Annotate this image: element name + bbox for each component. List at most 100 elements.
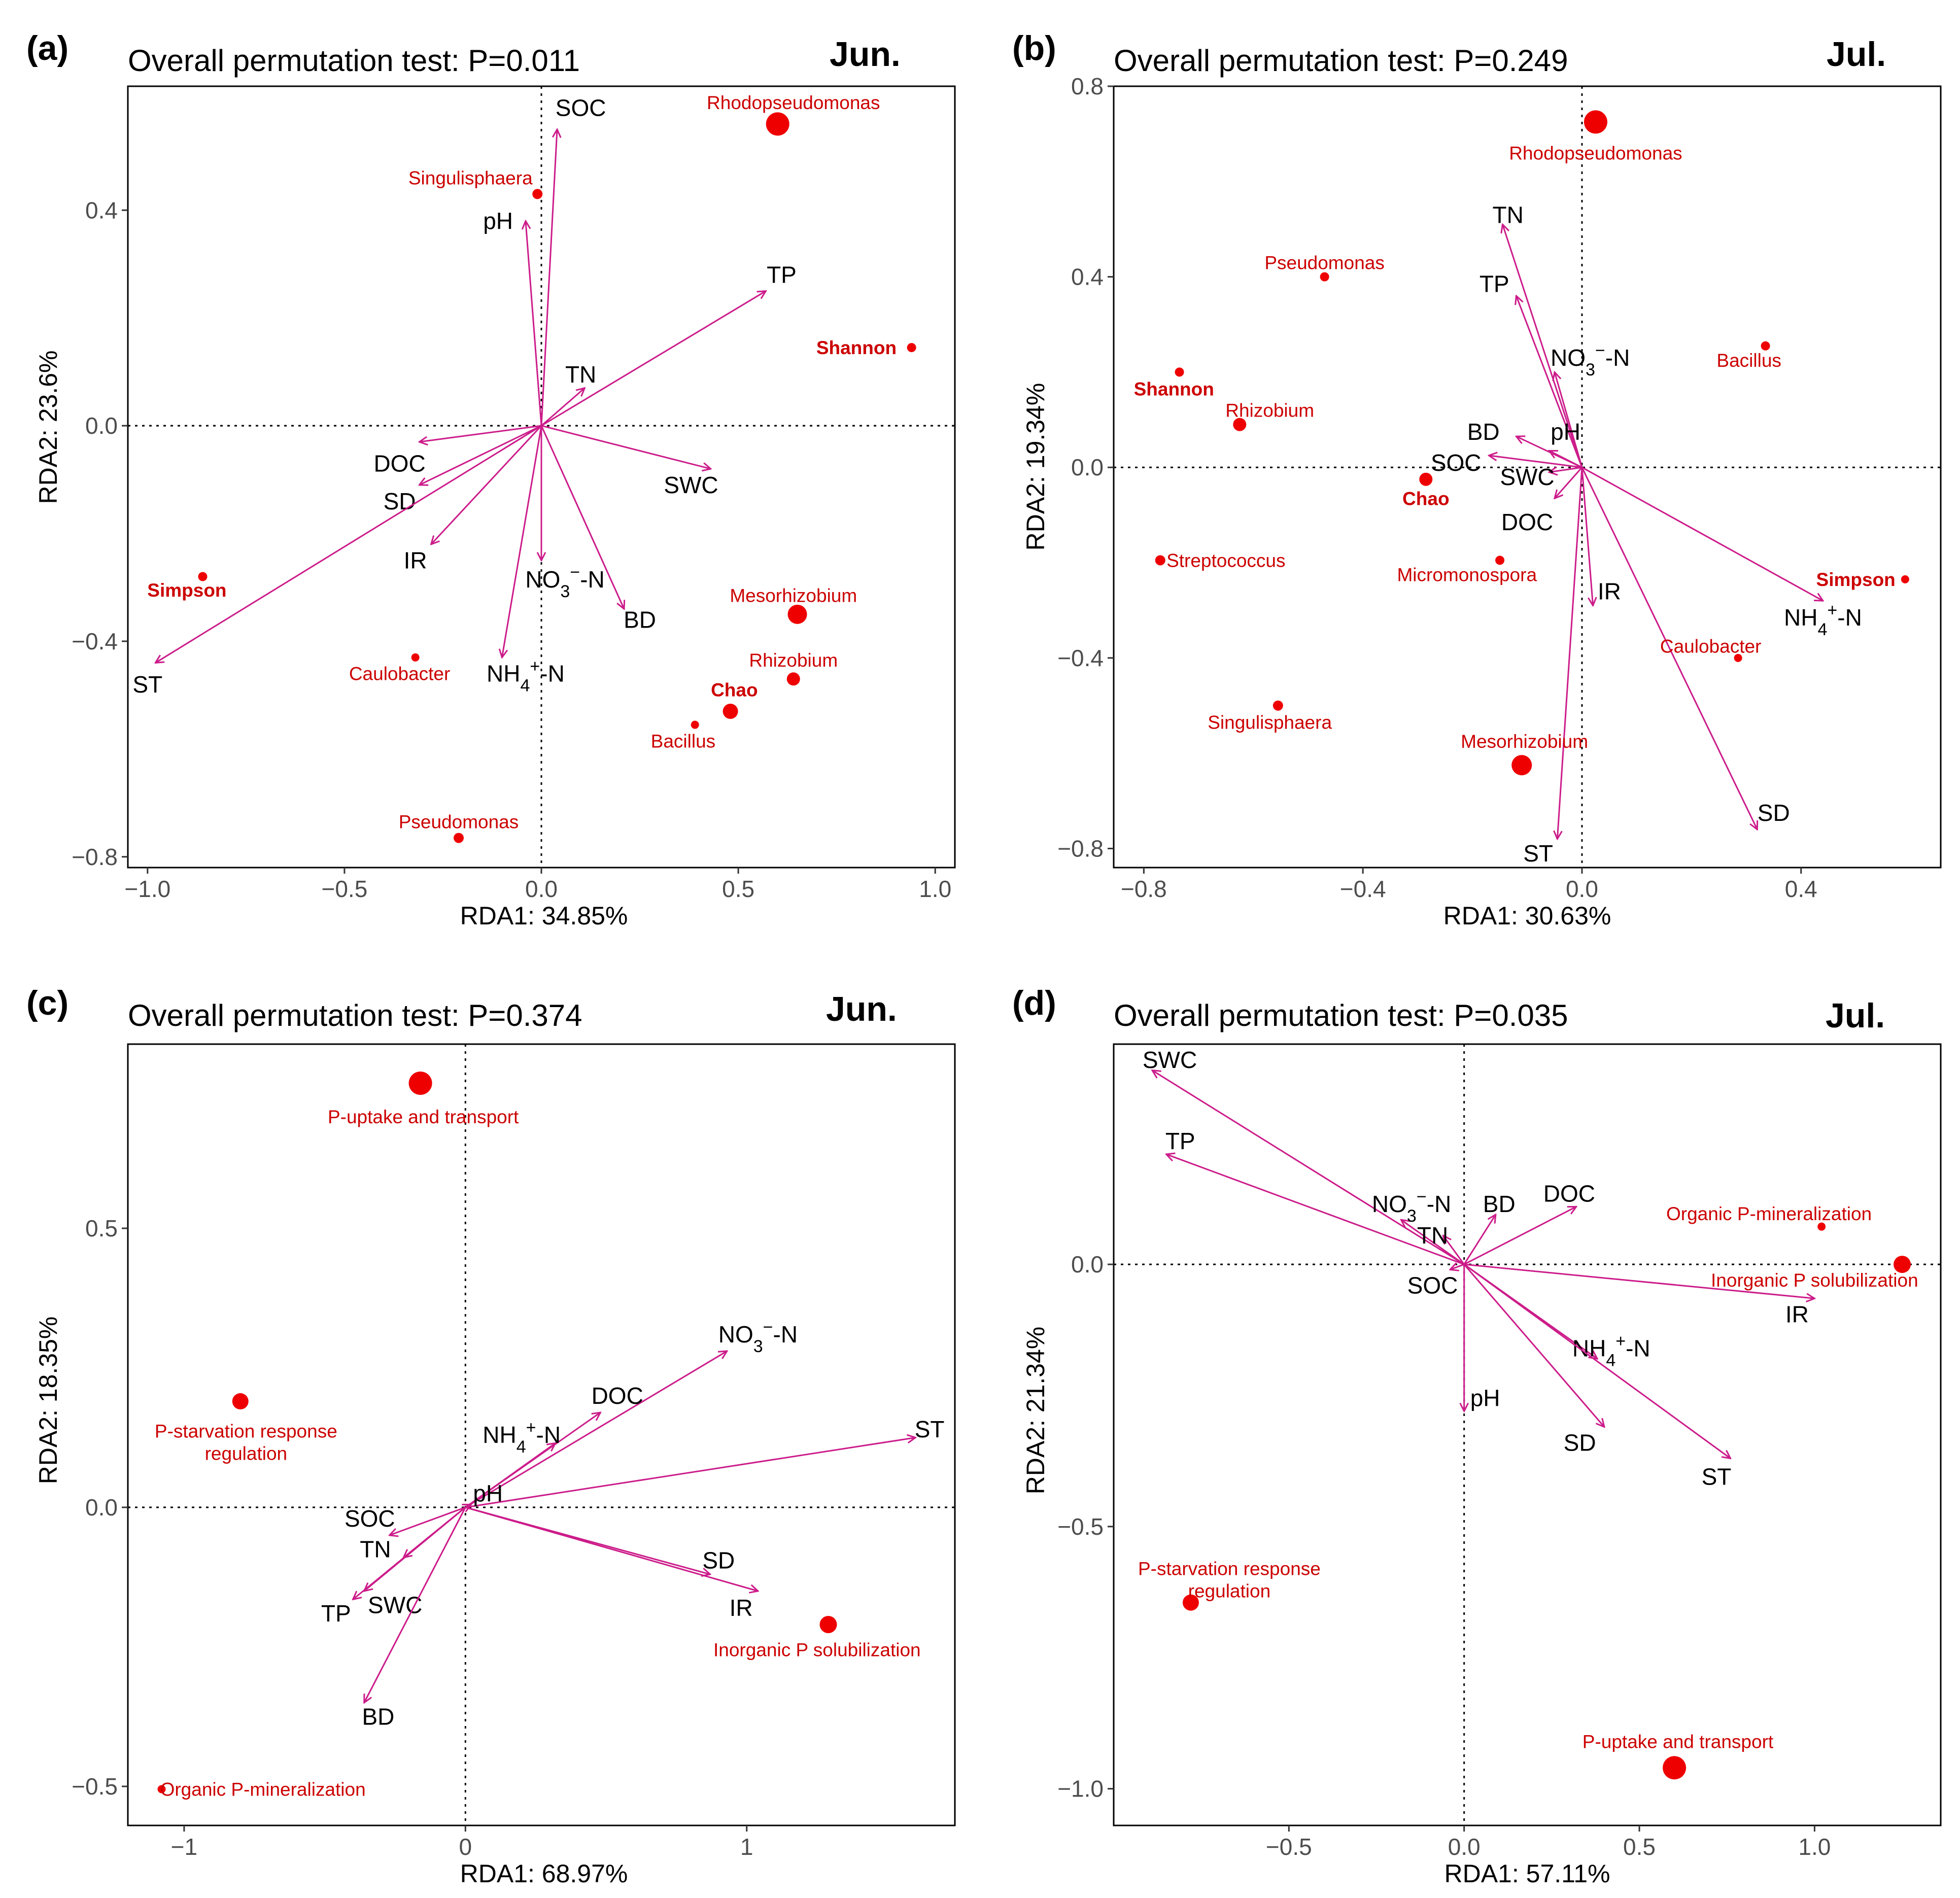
p3-vector-tp — [1166, 1154, 1465, 1265]
panel-a-title: Overall permutation test: P=0.011 — [128, 44, 580, 78]
p0-point-chao — [723, 704, 738, 719]
panel-d: (d) Overall permutation test: P=0.035 Ju… — [1012, 984, 1942, 1888]
p0-vector-label-bd: BD — [624, 606, 656, 633]
p1-vector-label-no3: NO3−-N — [1551, 341, 1630, 379]
p2-xtick-label: 0 — [459, 1834, 472, 1860]
p2-vector-label-ph: pH — [473, 1480, 503, 1507]
panel-a-xlabel: RDA1: 34.85% — [460, 902, 628, 930]
p2-xtick-label: 1 — [740, 1834, 753, 1860]
p1-point-shannon — [1175, 367, 1184, 377]
p3-vector-label-soc: SOC — [1407, 1272, 1458, 1298]
p0-point-singulisphaera — [532, 189, 543, 199]
p0-point-pseudomonas — [454, 833, 464, 843]
p2-vector-label-sd: SD — [702, 1547, 735, 1574]
p2-vector-label-ir: IR — [730, 1595, 753, 1621]
p0-vector-label-st: ST — [132, 671, 162, 698]
p1-point-label-micromonospora: Micromonospora — [1397, 565, 1537, 585]
p1-vector-tn — [1502, 224, 1583, 468]
p3-vector-label-no3: NO3−-N — [1372, 1187, 1451, 1226]
p3-vector-label-ph: pH — [1470, 1385, 1500, 1411]
p3-xtick-label: 0.5 — [1623, 1834, 1656, 1860]
p0-point-label-mesorhizobium: Mesorhizobium — [730, 585, 857, 606]
p3-vector-ir — [1464, 1263, 1815, 1298]
panel-b-month: Jul. — [1827, 35, 1886, 74]
p0-point-label-singulisphaera: Singulisphaera — [408, 168, 533, 189]
p3-vector-soc — [1450, 1264, 1465, 1269]
p3-xtick-label: 0.0 — [1448, 1834, 1481, 1860]
panel-c-letter: (c) — [26, 984, 68, 1022]
p3-vector-label-swc: SWC — [1143, 1047, 1197, 1073]
p2-point-label-p-starvation-response-regulation: regulation — [205, 1443, 288, 1464]
p3-vector-st — [1463, 1263, 1731, 1458]
p0-point-shannon — [907, 343, 916, 353]
p1-point-rhizobium — [1233, 418, 1247, 431]
p1-vector-label-tn: TN — [1493, 202, 1524, 228]
p3-point-organic-p-mineralization — [1817, 1222, 1826, 1231]
p1-xtick-label: −0.4 — [1340, 876, 1386, 902]
p1-vector-label-bd: BD — [1467, 419, 1500, 445]
p3-vector-label-sd: SD — [1564, 1430, 1596, 1456]
p1-point-label-caulobacter: Caulobacter — [1660, 636, 1762, 657]
panel-d-ylabel: RDA2: 21.34% — [1021, 1327, 1050, 1495]
p0-vector-bd — [540, 425, 624, 609]
panel-d-title: Overall permutation test: P=0.035 — [1114, 998, 1568, 1032]
p3-vector-sd — [1463, 1264, 1604, 1427]
p1-vector-tp — [1516, 296, 1583, 468]
p3-vector-label-ir: IR — [1785, 1301, 1809, 1327]
p3-point-inorganic-p-solubilization — [1894, 1256, 1911, 1273]
p0-vector-label-tn: TN — [565, 361, 596, 388]
p1-vector-ir — [1581, 467, 1593, 605]
p1-vector-label-nh4: NH4+-N — [1784, 601, 1862, 639]
p2-vector-no3 — [465, 1351, 727, 1508]
panel-d-letter: (d) — [1012, 984, 1056, 1022]
p3-vector-swc — [1152, 1071, 1465, 1265]
p0-xtick-label: 0.5 — [722, 876, 754, 902]
p3-ytick-label: −1.0 — [1057, 1776, 1104, 1802]
p1-vector-no3 — [1555, 372, 1583, 468]
p3-vector-label-tn: TN — [1417, 1222, 1448, 1249]
p0-point-label-pseudomonas: Pseudomonas — [399, 812, 519, 833]
p1-vector-label-doc: DOC — [1501, 509, 1553, 535]
p0-ytick-label: 0.4 — [85, 197, 118, 223]
p0-point-rhizobium — [786, 672, 800, 686]
p1-vector-label-st: ST — [1523, 840, 1553, 867]
p0-vector-label-ph: pH — [483, 208, 513, 234]
panel-b-ylabel: RDA2: 19.34% — [1021, 383, 1050, 551]
p1-plot-frame — [1113, 85, 1942, 869]
p1-point-singulisphaera — [1273, 700, 1283, 711]
p0-point-simpson — [198, 572, 208, 581]
p1-vector-label-swc: SWC — [1500, 464, 1554, 490]
p2-point-label-p-starvation-response-regulation: P-starvation response — [155, 1421, 337, 1441]
p3-point-label-organic-p-mineralization: Organic P-mineralization — [1666, 1203, 1872, 1224]
panel-b-xlabel: RDA1: 30.63% — [1443, 902, 1611, 930]
p0-point-bacillus — [691, 720, 699, 729]
p1-vector-ph — [1549, 451, 1583, 468]
p0-point-label-simpson: Simpson — [147, 580, 226, 601]
p0-point-caulobacter — [411, 653, 420, 662]
p3-vector-bd — [1463, 1215, 1496, 1265]
p1-point-label-bacillus: Bacillus — [1716, 350, 1781, 371]
p3-point-p-starvation-response-regulation — [1182, 1594, 1199, 1611]
p2-vector-tp — [353, 1506, 466, 1600]
panel-a-ylabel: RDA2: 23.6% — [34, 351, 62, 504]
p0-vector-label-sd: SD — [384, 488, 416, 514]
p2-vector-nh4 — [465, 1443, 555, 1508]
p1-point-streptococcus — [1155, 555, 1165, 566]
p3-xtick-label: 1.0 — [1798, 1834, 1831, 1860]
p0-xtick-label: 1.0 — [919, 876, 951, 902]
p1-vector-label-sd: SD — [1758, 800, 1790, 826]
p1-point-pseudomonas — [1320, 272, 1329, 282]
panel-c-xlabel: RDA1: 68.97% — [460, 1859, 628, 1888]
p1-point-label-singulisphaera: Singulisphaera — [1208, 712, 1332, 733]
panel-b-plot: −0.8 −0.4 0.0 0.4 −0.8 −0.4 0.0 0.4 0.8 TN TP NO3−-… — [1057, 73, 1942, 902]
p1-point-label-pseudomonas: Pseudomonas — [1264, 252, 1385, 273]
p0-vector-ir — [431, 425, 542, 544]
p0-vector-st — [155, 425, 542, 663]
p0-vector-label-tp: TP — [767, 262, 797, 288]
p3-vector-tn — [1443, 1235, 1465, 1265]
p1-point-label-rhodopseudomonas: Rhodopseudomonas — [1509, 143, 1682, 163]
p2-vector-label-swc: SWC — [368, 1592, 422, 1618]
p3-vector-label-st: ST — [1702, 1464, 1732, 1490]
p0-point-label-chao: Chao — [711, 680, 758, 701]
